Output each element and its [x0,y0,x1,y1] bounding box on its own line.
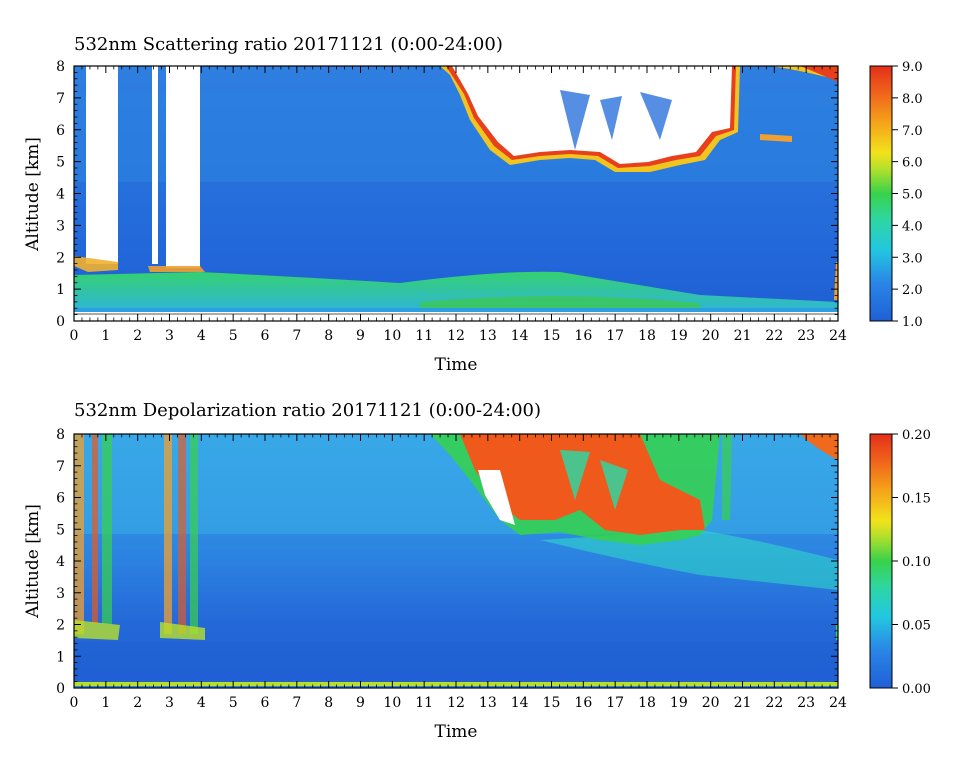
x-tick-label: 19 [670,695,688,711]
x-tick-label: 18 [638,695,656,711]
y-tick-label: 3 [56,218,65,234]
colorbar-tick-label: 0.00 [902,682,931,697]
x-axis-label: Time [435,355,478,375]
x-tick-label: 14 [511,695,529,711]
x-tick-label: 22 [765,328,783,344]
x-tick-label: 3 [165,695,174,711]
x-tick-label: 19 [670,328,688,344]
x-tick-label: 18 [638,328,656,344]
x-tick-label: 7 [292,328,301,344]
y-tick-label: 3 [56,586,65,602]
x-tick-label: 23 [797,695,815,711]
y-tick-label: 2 [56,618,65,634]
colorbar-tick-label: 6.0 [902,156,923,171]
x-tick-label: 16 [574,328,592,344]
y-tick-label: 4 [56,187,65,203]
y-tick-label: 5 [56,522,65,538]
colorbar-tick-label: 0.10 [902,555,931,570]
x-tick-label: 8 [324,328,333,344]
y-axis-label: Altitude [km] [23,137,43,252]
axes: 0 1 2 3 4 5 6 7 8 9 10 11 12 13 14 15 16 17 18 19 20 21 22 23 24… [56,59,847,344]
x-tick-label: 11 [415,695,433,711]
heatmap-field [74,66,838,321]
y-axis-label: Altitude [km] [23,504,43,619]
y-tick-label: 4 [56,554,65,570]
colorbar-tick-label: 1.0 [902,315,923,330]
x-tick-label: 21 [734,695,752,711]
colorbar [869,433,893,689]
x-tick-label: 5 [229,695,238,711]
x-tick-label: 2 [133,695,142,711]
colorbar-tick-label: 0.05 [902,619,931,634]
x-tick-label: 0 [70,695,79,711]
x-tick-label: 10 [383,695,401,711]
x-tick-label: 1 [101,328,110,344]
y-tick-label: 1 [56,649,65,665]
x-tick-label: 20 [702,328,720,344]
y-tick-label: 7 [56,459,65,475]
colorbar-tick-label: 0.15 [902,492,931,507]
x-tick-label: 9 [356,695,365,711]
colorbar-tick-label: 0.20 [902,428,931,443]
x-tick-label: 7 [292,695,301,711]
x-tick-label: 4 [197,695,206,711]
x-tick-label: 12 [447,695,465,711]
colorbar-tick-label: 5.0 [902,188,923,203]
x-tick-label: 17 [606,695,624,711]
chart-title: 532nm Depolarization ratio 20171121 (0:0… [74,400,541,421]
y-tick-label: 1 [56,282,65,298]
x-tick-label: 12 [447,328,465,344]
scattering-ratio-panel: 532nm Scattering ratio 20171121 (0:00-24… [23,34,923,375]
y-tick-label: 8 [56,427,65,443]
colorbar-ticks: 1.0 2.0 3.0 4.0 5.0 6.0 7.0 8.0 9.0 [892,60,923,330]
x-tick-label: 24 [829,328,847,344]
x-tick-label: 15 [543,328,561,344]
x-tick-label: 11 [415,328,433,344]
x-tick-label: 10 [383,328,401,344]
x-tick-label: 23 [797,328,815,344]
x-tick-label: 21 [734,328,752,344]
x-tick-label: 15 [543,695,561,711]
y-tick-label: 6 [56,491,65,507]
x-tick-label: 13 [479,695,497,711]
x-tick-label: 24 [829,695,847,711]
colorbar-tick-label: 8.0 [902,92,923,107]
y-tick-label: 5 [56,155,65,171]
x-tick-label: 6 [261,695,270,711]
x-tick-label: 3 [165,328,174,344]
x-tick-label: 20 [702,695,720,711]
x-axis-label: Time [435,722,478,742]
x-tick-label: 6 [261,328,270,344]
x-tick-label: 4 [197,328,206,344]
y-tick-label: 2 [56,250,65,266]
x-tick-label: 22 [765,695,783,711]
x-tick-label: 2 [133,328,142,344]
x-tick-label: 14 [511,328,529,344]
x-tick-label: 17 [606,328,624,344]
x-tick-label: 16 [574,695,592,711]
colorbar-tick-label: 9.0 [902,60,923,75]
y-tick-label: 8 [56,59,65,75]
x-tick-label: 5 [229,328,238,344]
y-tick-label: 7 [56,91,65,107]
colorbar-tick-label: 4.0 [902,219,923,234]
y-tick-label: 6 [56,123,65,139]
chart-title: 532nm Scattering ratio 20171121 (0:00-24… [74,34,503,55]
colorbar [869,65,893,322]
x-tick-label: 1 [101,695,110,711]
colorbar-tick-label: 3.0 [902,251,923,266]
colorbar-tick-label: 2.0 [902,283,923,298]
y-tick-label: 0 [56,681,65,697]
heatmap-field [74,434,838,688]
colorbar-tick-label: 7.0 [902,124,923,139]
x-tick-label: 8 [324,695,333,711]
depolarization-ratio-panel: 532nm Depolarization ratio 20171121 (0:0… [23,400,931,742]
x-tick-label: 0 [70,328,79,344]
colorbar-ticks: 0.00 0.05 0.10 0.15 0.20 [892,428,931,697]
y-tick-label: 0 [56,314,65,330]
x-tick-label: 9 [356,328,365,344]
axes: 0 1 2 3 4 5 6 7 8 9 10 11 12 13 14 15 16 17 18 19 20 21 22 23 24… [56,427,847,711]
x-tick-label: 13 [479,328,497,344]
